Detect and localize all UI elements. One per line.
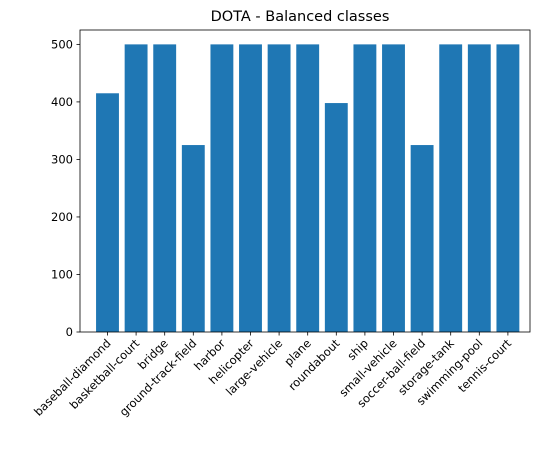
chart-title: DOTA - Balanced classes [211,9,390,25]
bar-soccer-ball-field [410,145,434,332]
bar-basketball-court [124,44,148,332]
x-axis: baseball-diamondbasketball-courtbridgegr… [31,332,514,419]
bars-layer [96,44,520,332]
bar-storage-tank [439,44,463,332]
y-tick-label: 0 [66,325,73,339]
bar-ground-track-field [181,145,205,332]
bar-harbor [210,44,234,332]
bar-helicopter [239,44,262,332]
bar-large-vehicle [267,44,291,332]
y-tick-label: 200 [51,210,73,224]
y-axis: 0 100 200 300 400 500 [51,37,80,339]
bar-plane [296,44,320,332]
y-tick-label: 300 [51,152,73,166]
bar-ship [353,44,377,332]
y-tick-label: 400 [51,95,73,109]
bar-bridge [153,44,177,332]
bar-swimming-pool [467,44,491,332]
plot-frame [79,29,531,333]
bar-roundabout [324,103,348,332]
bar-tennis-court [496,44,520,332]
bar-baseball-diamond [96,93,119,332]
y-tick-label: 500 [51,37,73,51]
y-tick-label: 100 [51,267,73,281]
bar-small-vehicle [382,44,405,332]
